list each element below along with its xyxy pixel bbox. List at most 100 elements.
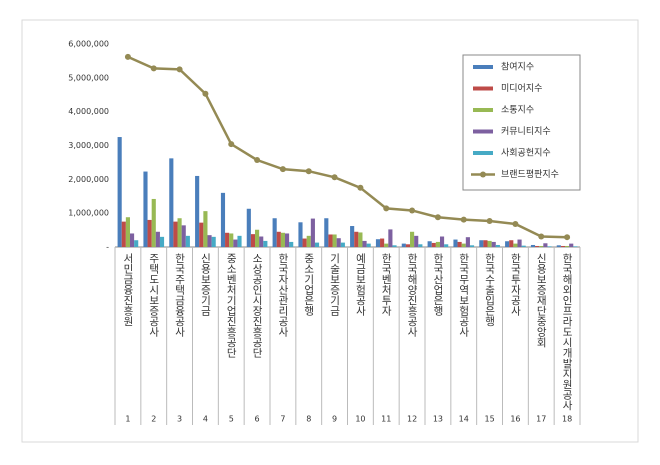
bar bbox=[539, 245, 544, 247]
bar bbox=[435, 241, 440, 247]
x-tick-label: 한국벤처투자 bbox=[380, 253, 392, 317]
y-tick-label: 6,000,000 bbox=[68, 40, 109, 49]
bar bbox=[556, 245, 561, 247]
legend-label: 미디어지수 bbox=[501, 83, 542, 94]
bar bbox=[284, 233, 290, 247]
y-tick-label: - bbox=[106, 243, 109, 252]
line-marker bbox=[460, 216, 467, 223]
bar bbox=[340, 242, 345, 247]
bar bbox=[272, 218, 277, 247]
bar bbox=[358, 232, 363, 247]
bar bbox=[306, 235, 311, 247]
category-number: 8 bbox=[306, 415, 311, 424]
category-number: 11 bbox=[381, 415, 391, 424]
y-tick-label: 1,000,000 bbox=[68, 209, 109, 218]
line-marker bbox=[305, 168, 312, 175]
legend-swatch bbox=[473, 65, 493, 69]
bar bbox=[573, 246, 578, 247]
x-tick-label: 신용보증기금 bbox=[199, 253, 211, 316]
bar bbox=[155, 231, 160, 247]
bar bbox=[203, 211, 208, 247]
bar bbox=[276, 231, 281, 247]
bar bbox=[569, 243, 574, 247]
bar bbox=[431, 242, 436, 247]
bar bbox=[461, 243, 466, 247]
bar bbox=[521, 245, 526, 247]
bar bbox=[121, 221, 126, 247]
line-marker bbox=[434, 214, 441, 221]
bar bbox=[173, 221, 178, 247]
line-marker bbox=[279, 166, 286, 173]
bar bbox=[495, 244, 500, 247]
bar bbox=[324, 218, 329, 247]
bar bbox=[195, 175, 200, 247]
bar bbox=[159, 236, 165, 247]
bar bbox=[530, 244, 536, 247]
bar bbox=[366, 243, 371, 247]
bar bbox=[181, 225, 186, 247]
line bbox=[127, 55, 568, 239]
bar bbox=[237, 235, 242, 247]
x-tick-label: 한국수출입은행 bbox=[484, 253, 496, 327]
bar bbox=[388, 229, 393, 247]
bar bbox=[547, 246, 552, 247]
x-tick-label: 예금보험공사 bbox=[354, 252, 366, 317]
category-number: 13 bbox=[433, 415, 443, 424]
x-tick-label: 서민금융진흥원 bbox=[122, 253, 134, 327]
x-tick-label: 신용보증재단중앙회 bbox=[535, 253, 547, 348]
x-tick-label: 중소기업은행 bbox=[303, 253, 315, 316]
line-marker bbox=[176, 66, 183, 73]
bar bbox=[169, 158, 174, 247]
category-number: 7 bbox=[280, 415, 285, 424]
bar bbox=[314, 242, 320, 247]
bar bbox=[491, 241, 496, 247]
category-number: 9 bbox=[332, 415, 337, 424]
bar bbox=[263, 240, 268, 247]
x-tick-label: 한국무역보험공사 bbox=[458, 253, 470, 338]
x-tick-label: 한국해양진흥공사 bbox=[406, 253, 418, 338]
bar bbox=[336, 238, 341, 247]
bar bbox=[302, 238, 307, 247]
legend-label: 사회공헌지수 bbox=[501, 148, 551, 159]
bar bbox=[354, 231, 359, 247]
category-number: 15 bbox=[484, 415, 494, 424]
bar bbox=[418, 244, 423, 247]
bar bbox=[117, 137, 122, 247]
bar bbox=[310, 218, 315, 247]
bar bbox=[410, 231, 415, 247]
y-tick-label: 5,000,000 bbox=[68, 73, 109, 82]
bar bbox=[225, 232, 230, 247]
y-tick-label: 3,000,000 bbox=[68, 141, 109, 150]
bar bbox=[535, 245, 540, 247]
bar bbox=[246, 208, 251, 247]
bar bbox=[259, 236, 264, 247]
legend-box bbox=[462, 54, 581, 191]
bar bbox=[280, 232, 285, 247]
bar bbox=[362, 240, 367, 247]
line-marker bbox=[202, 90, 209, 97]
bar bbox=[199, 222, 204, 247]
x-tick-label: 한국주택금융공사 bbox=[174, 253, 186, 338]
bar bbox=[125, 217, 130, 247]
bar bbox=[328, 234, 333, 247]
line-marker bbox=[383, 205, 390, 212]
line-marker bbox=[228, 141, 235, 148]
bar bbox=[560, 245, 566, 247]
bar bbox=[350, 226, 355, 247]
line-marker bbox=[357, 184, 364, 191]
category-number: 14 bbox=[459, 415, 469, 424]
bar bbox=[129, 233, 135, 247]
bar bbox=[505, 241, 510, 247]
legend-swatch bbox=[473, 86, 493, 91]
category-number: 12 bbox=[407, 415, 417, 424]
bar bbox=[457, 241, 462, 247]
category-number: 1 bbox=[125, 415, 130, 424]
x-tick-label: 한국산업은행 bbox=[432, 253, 444, 316]
bar bbox=[487, 240, 492, 247]
y-tick-label: 4,000,000 bbox=[68, 107, 109, 116]
line-marker bbox=[409, 207, 416, 214]
bar bbox=[465, 237, 470, 247]
bar bbox=[414, 235, 419, 247]
legend-swatch bbox=[473, 108, 493, 112]
